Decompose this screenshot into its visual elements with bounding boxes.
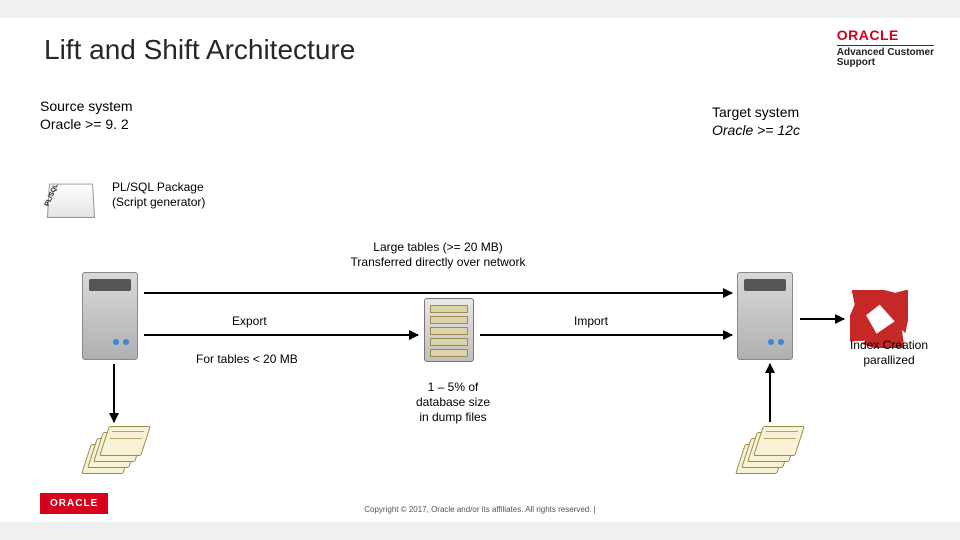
target-system-label: Target system Oracle >= 12c bbox=[712, 104, 800, 139]
target-server-icon bbox=[737, 272, 793, 360]
import-label: Import bbox=[574, 314, 608, 329]
large-line1: Large tables (>= 20 MB) bbox=[318, 240, 558, 255]
target-line1: Target system bbox=[712, 104, 800, 122]
oracle-acs-logo: ORACLE Advanced Customer Support bbox=[837, 28, 934, 69]
brand-sub2: Support bbox=[837, 58, 934, 69]
source-system-label: Source system Oracle >= 9. 2 bbox=[40, 98, 133, 133]
export-label: Export bbox=[232, 314, 267, 329]
arrow-to-index bbox=[800, 318, 844, 320]
target-dump-files-icon bbox=[740, 428, 798, 474]
arrow-target-up bbox=[769, 364, 771, 422]
slide-title: Lift and Shift Architecture bbox=[44, 34, 355, 66]
index-creation-label: Index Creation parallized bbox=[834, 338, 944, 368]
target-line2: Oracle >= 12c bbox=[712, 122, 800, 140]
source-line2: Oracle >= 9. 2 bbox=[40, 116, 133, 134]
source-server-icon bbox=[82, 272, 138, 360]
dump-line1: 1 – 5% of bbox=[398, 380, 508, 395]
arrow-import bbox=[480, 334, 732, 336]
large-tables-label: Large tables (>= 20 MB) Transferred dire… bbox=[318, 240, 558, 270]
source-dump-files-icon bbox=[86, 428, 144, 474]
slide: Lift and Shift Architecture ORACLE Advan… bbox=[0, 18, 960, 522]
dump-line2: database size bbox=[398, 395, 508, 410]
index-line2: parallized bbox=[834, 353, 944, 368]
plsql-label: PL/SQL Package (Script generator) bbox=[112, 180, 205, 210]
source-line1: Source system bbox=[40, 98, 133, 116]
arrow-large-tables bbox=[144, 292, 732, 294]
brand-text: ORACLE bbox=[837, 28, 934, 46]
dump-line3: in dump files bbox=[398, 410, 508, 425]
dump-server-icon bbox=[424, 298, 474, 362]
plsql-line2: (Script generator) bbox=[112, 195, 205, 210]
plsql-book-icon bbox=[47, 184, 95, 218]
arrow-export bbox=[144, 334, 418, 336]
dump-size-label: 1 – 5% of database size in dump files bbox=[398, 380, 508, 425]
plsql-line1: PL/SQL Package bbox=[112, 180, 205, 195]
arrow-source-down bbox=[113, 364, 115, 422]
large-line2: Transferred directly over network bbox=[318, 255, 558, 270]
index-line1: Index Creation bbox=[834, 338, 944, 353]
under20-label: For tables < 20 MB bbox=[196, 352, 298, 367]
copyright-text: Copyright © 2017, Oracle and/or its affi… bbox=[0, 505, 960, 514]
